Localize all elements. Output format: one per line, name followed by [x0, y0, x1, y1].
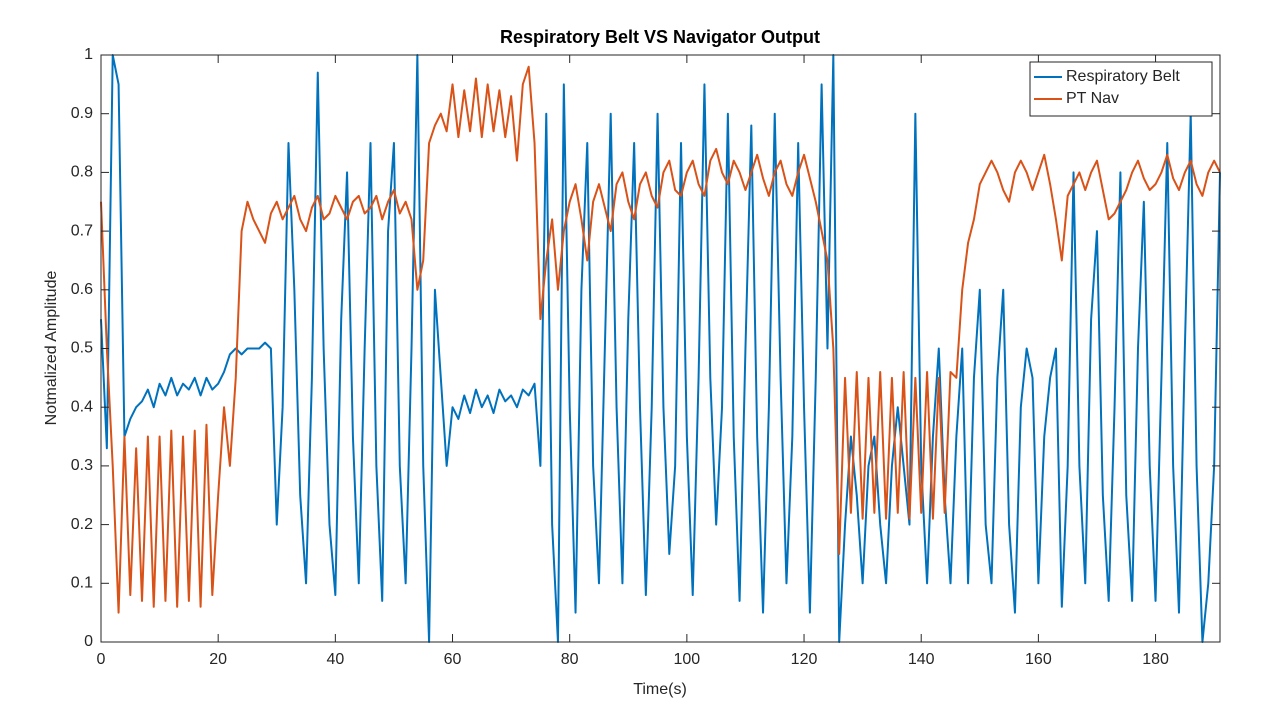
y-tick-label: 0.8: [71, 164, 93, 181]
y-tick-label: 0: [84, 633, 93, 650]
chart-title: Respiratory Belt VS Navigator Output: [500, 27, 820, 47]
x-tick-label: 160: [1025, 651, 1052, 668]
x-tick-label: 80: [561, 651, 579, 668]
plot-area: [101, 55, 1220, 642]
x-tick-label: 20: [209, 651, 227, 668]
y-tick-label: 0.7: [71, 222, 93, 239]
y-tick-label: 0.5: [71, 340, 93, 357]
y-tick-label: 0.2: [71, 516, 93, 533]
y-tick-label: 1: [84, 46, 93, 63]
x-tick-label: 60: [444, 651, 462, 668]
x-tick-label: 140: [908, 651, 935, 668]
x-tick-label: 0: [97, 651, 106, 668]
x-tick-label: 100: [674, 651, 701, 668]
y-tick-label: 0.4: [71, 398, 93, 415]
y-tick-label: 0.9: [71, 105, 93, 122]
y-tick-label: 0.1: [71, 575, 93, 592]
x-tick-label: 40: [326, 651, 344, 668]
x-axis-label: Time(s): [633, 681, 687, 698]
y-axis-label: Notmalized Amplitude: [43, 271, 60, 426]
legend-box: [1029, 61, 1213, 117]
x-tick-label: 120: [791, 651, 818, 668]
data-line: [100, 65, 1221, 614]
legend-label: PT Nav: [1066, 90, 1119, 107]
y-tick-label: 0.3: [71, 457, 93, 474]
y-tick-label: 0.6: [71, 281, 93, 298]
data-line: [100, 54, 1221, 643]
legend-label: Respiratory Belt: [1066, 68, 1180, 85]
x-tick-label: 180: [1142, 651, 1169, 668]
